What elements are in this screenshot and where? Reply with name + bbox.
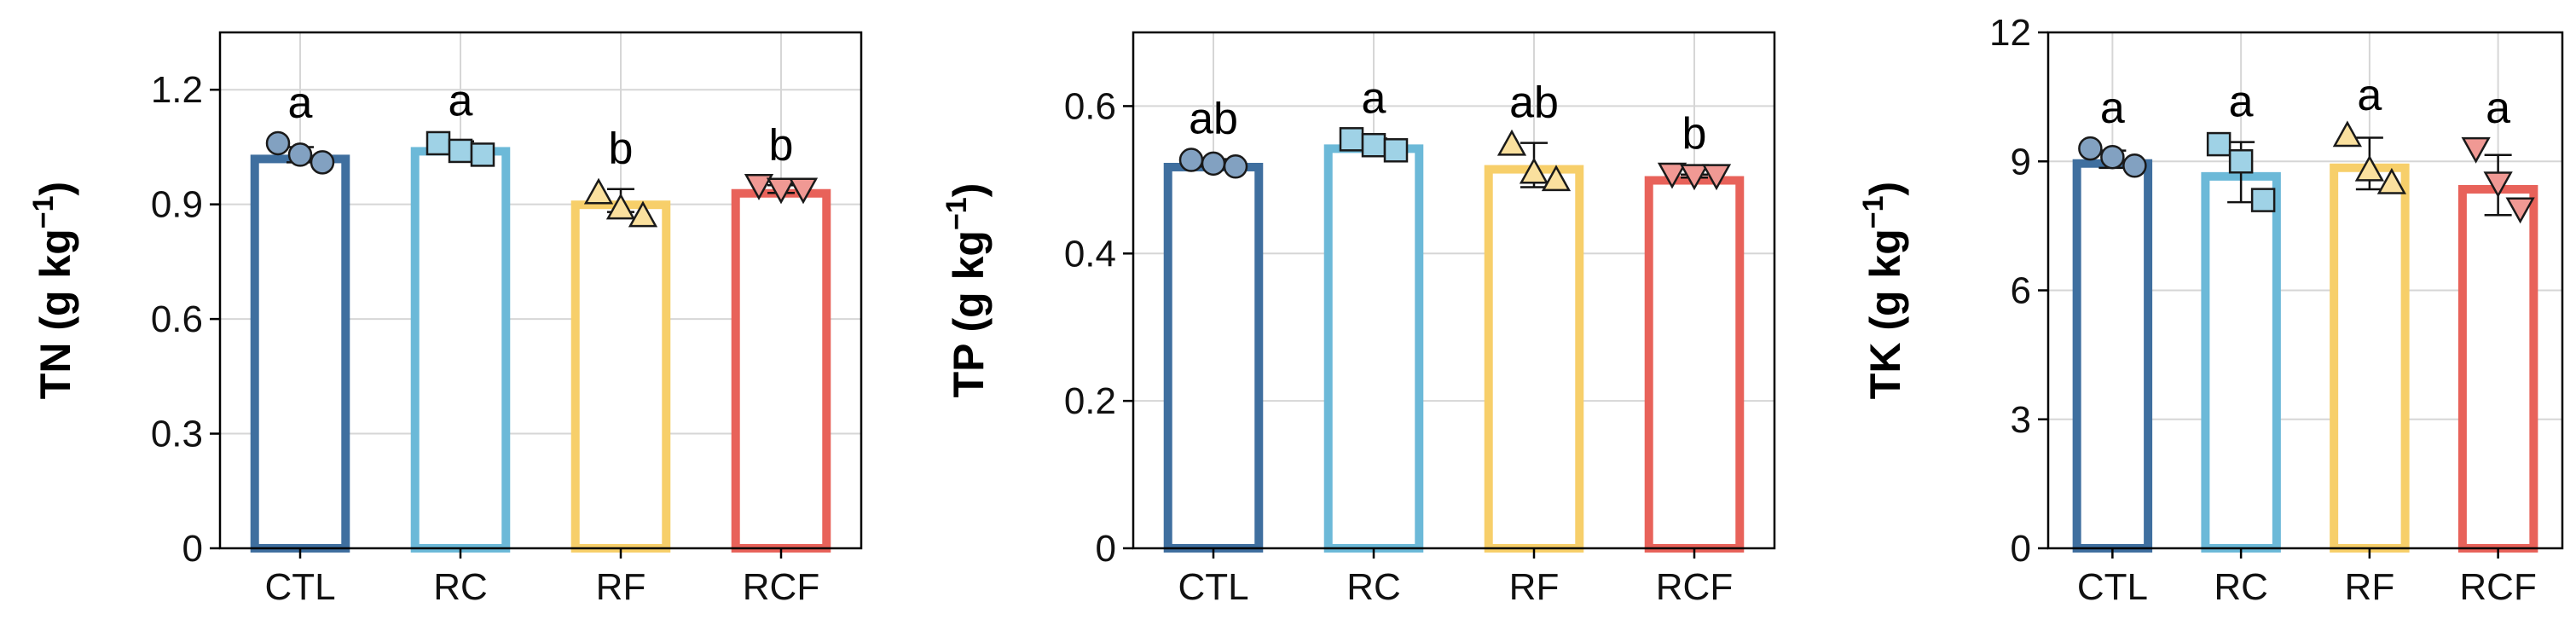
y-axis-label: TK (g kg−1) <box>1857 182 1909 399</box>
data-point <box>1657 162 1687 189</box>
axes-frame <box>1132 31 1776 550</box>
bar-rcf <box>2457 184 2538 553</box>
bar-rc <box>1323 144 1424 553</box>
x-tick-label: RC <box>2214 566 2268 608</box>
chart-panel-tk: a a a a 0 3 6 9 12 CTL RC RF RCF TK (g kg−1) <box>1857 12 2564 608</box>
data-point <box>2332 120 2362 148</box>
y-tick-label: 0.4 <box>1064 233 1116 275</box>
data-point <box>2100 144 2125 170</box>
chart-panel-tp: ab a ab b 0 0.2 0.4 0.6 CTL RC RF RCF TP (g kg−1) <box>941 31 1776 608</box>
y-tick-label: 3 <box>2011 399 2031 441</box>
x-tick-label: RCF <box>743 566 819 608</box>
x-tick-label: RF <box>1509 566 1560 608</box>
significance-letter: a <box>2229 78 2254 127</box>
y-tick-label: 0 <box>1096 528 1116 570</box>
y-tick-label: 0.9 <box>151 184 203 226</box>
x-tick-label: RCF <box>1656 566 1733 608</box>
data-point <box>425 130 451 156</box>
data-point <box>744 174 774 200</box>
x-tick-label: CTL <box>1178 566 1248 608</box>
data-point <box>2206 131 2232 157</box>
significance-letter: b <box>769 120 794 170</box>
x-tick-label: RCF <box>2459 566 2536 608</box>
data-point <box>448 138 473 164</box>
y-tick-label: 0.2 <box>1064 380 1116 422</box>
x-tick-label: CTL <box>264 566 335 608</box>
significance-letter: ab <box>1189 95 1238 144</box>
y-tick-label: 0.6 <box>1064 85 1116 127</box>
data-point <box>2250 188 2276 212</box>
data-point <box>1178 148 1204 172</box>
data-point <box>1201 151 1226 177</box>
significance-letter: a <box>288 78 313 128</box>
data-point <box>1383 138 1409 163</box>
bar-rcf <box>1644 176 1745 553</box>
data-point <box>1541 165 1572 192</box>
data-point <box>1519 157 1549 184</box>
axes-frame <box>218 31 863 550</box>
x-tick-label: RF <box>596 566 646 608</box>
bar-rf <box>1484 165 1584 553</box>
data-point <box>2122 153 2147 178</box>
y-axis-label: TN (g kg−1) <box>27 182 79 399</box>
data-point <box>2354 154 2384 182</box>
data-point <box>788 177 819 205</box>
chart-panel-tn: a a b b 0 0.3 0.6 0.9 1.2 CTL RC RF RCF TN (g kg−1) <box>27 31 863 608</box>
bar-rf <box>570 200 671 553</box>
y-tick-label: 0 <box>182 528 203 570</box>
bar-ctl <box>250 154 350 553</box>
data-point <box>265 130 291 156</box>
bar-ctl <box>2072 159 2153 553</box>
data-point <box>1361 132 1386 158</box>
data-point <box>766 177 796 205</box>
data-point <box>628 200 658 228</box>
significance-letter: a <box>449 77 473 126</box>
x-tick-label: RF <box>2345 566 2395 608</box>
significance-letter: a <box>2357 71 2382 120</box>
y-tick-label: 1.2 <box>151 69 203 111</box>
significance-letter: b <box>1682 109 1707 159</box>
data-point <box>1496 129 1527 156</box>
significance-letter: ab <box>1509 78 1559 128</box>
bar-rf <box>2330 163 2410 553</box>
significance-letter: a <box>2486 84 2510 133</box>
data-point <box>2078 136 2103 161</box>
significance-letter: a <box>1362 73 1386 123</box>
y-tick-label: 12 <box>1989 12 2031 54</box>
data-point <box>1701 164 1732 191</box>
data-point <box>583 177 614 205</box>
significance-letter: b <box>609 124 634 174</box>
bar-ctl <box>1163 162 1264 553</box>
y-tick-label: 6 <box>2011 270 2031 312</box>
y-tick-label: 0 <box>2011 528 2031 570</box>
x-tick-label: RC <box>1346 566 1401 608</box>
data-point <box>2505 197 2535 224</box>
data-point <box>605 193 636 220</box>
data-point <box>310 150 335 175</box>
y-axis-label: TP (g kg−1) <box>941 183 993 398</box>
x-tick-label: CTL <box>2077 566 2148 608</box>
y-tick-label: 9 <box>2011 141 2031 182</box>
bar-rc <box>2201 171 2281 553</box>
data-point <box>2228 149 2254 174</box>
data-point <box>287 142 313 167</box>
data-point <box>2376 167 2406 194</box>
data-point <box>1339 127 1364 152</box>
data-point <box>1679 164 1710 191</box>
data-point <box>2461 136 2491 164</box>
y-tick-label: 0.3 <box>151 414 203 455</box>
data-point <box>2483 171 2513 199</box>
bar-rcf <box>731 188 831 553</box>
bar-rc <box>410 147 511 553</box>
x-tick-label: RC <box>433 566 488 608</box>
data-point <box>1223 154 1248 179</box>
significance-letter: a <box>2100 84 2125 133</box>
y-tick-label: 0.6 <box>151 298 203 340</box>
data-point <box>470 142 495 167</box>
